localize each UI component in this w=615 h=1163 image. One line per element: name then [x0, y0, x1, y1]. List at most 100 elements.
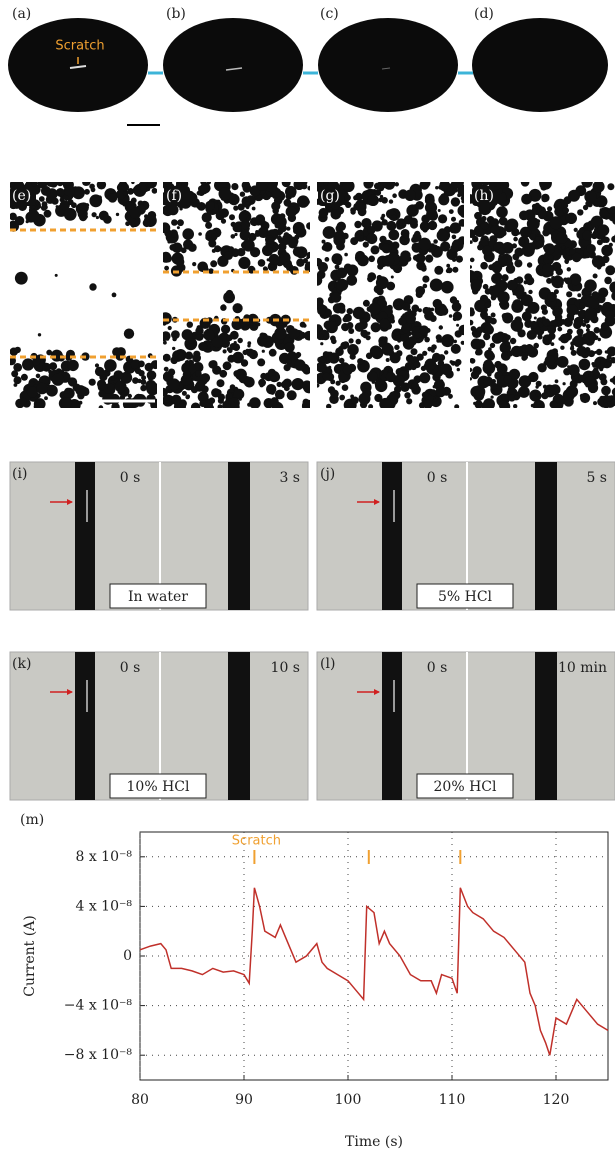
particle: [242, 239, 255, 252]
particle: [477, 215, 482, 220]
particle: [448, 394, 453, 399]
particle: [37, 205, 41, 209]
particle: [92, 212, 97, 217]
particle: [469, 240, 473, 244]
particle: [269, 254, 280, 265]
particle: [260, 333, 266, 339]
particle: [71, 202, 77, 208]
particle: [357, 255, 369, 267]
particle: [578, 375, 585, 382]
particle: [99, 405, 104, 410]
particle: [469, 265, 472, 268]
particle: [131, 223, 136, 228]
particle: [317, 306, 326, 315]
particle: [231, 402, 236, 407]
particle: [428, 221, 437, 230]
particle: [280, 254, 284, 258]
particle: [244, 377, 255, 388]
particle: [571, 386, 574, 389]
x-axis-label: Time (s): [345, 1134, 403, 1150]
particle: [382, 344, 394, 356]
particle: [224, 251, 233, 260]
particle: [205, 235, 210, 240]
particle: [41, 186, 51, 196]
particle: [207, 399, 212, 404]
particle: [164, 396, 171, 403]
particle: [302, 400, 315, 413]
particle: [146, 187, 150, 191]
particle: [183, 371, 191, 379]
y-tick-label: −8 x 10⁻⁸: [64, 1047, 133, 1063]
y-tick-label: −4 x 10⁻⁸: [64, 998, 133, 1014]
particle: [606, 396, 612, 402]
particle: [527, 217, 540, 230]
particle: [510, 338, 516, 344]
particle: [545, 249, 549, 253]
wire: [75, 462, 95, 610]
particle: [536, 240, 544, 248]
particle: [323, 373, 331, 381]
particle: [593, 181, 605, 193]
particle: [423, 307, 430, 314]
particle: [99, 213, 104, 218]
particle: [220, 208, 229, 217]
particle: [440, 364, 452, 376]
particle: [400, 383, 409, 392]
particle: [438, 209, 441, 212]
particle: [392, 193, 397, 198]
particle: [451, 217, 456, 222]
particle: [223, 361, 232, 370]
particle: [27, 387, 38, 398]
page: Scratch 0 s3 sIn water0 s5 s5% HCl0 s10 …: [0, 0, 615, 1163]
particle: [218, 247, 222, 251]
particle: [577, 209, 583, 215]
particle: [496, 206, 508, 218]
particle: [563, 207, 569, 213]
particle: [380, 216, 384, 220]
particle: [438, 214, 447, 223]
panel-label: (c): [320, 6, 339, 22]
wire: [382, 652, 402, 800]
particle: [108, 193, 118, 203]
particle: [494, 272, 503, 281]
particle: [550, 384, 561, 395]
particle: [89, 184, 95, 190]
particle: [208, 240, 216, 248]
particle: [491, 396, 494, 399]
particle: [347, 308, 353, 314]
particle: [185, 360, 190, 365]
particle: [302, 380, 312, 390]
particle: [205, 201, 215, 211]
particle: [331, 293, 341, 303]
particle: [450, 228, 455, 233]
particle: [483, 284, 489, 290]
particle: [122, 183, 130, 191]
particle: [468, 307, 474, 313]
particle: [521, 294, 533, 306]
particle: [533, 400, 545, 412]
particle: [34, 402, 43, 411]
particle: [233, 223, 242, 232]
particle: [89, 283, 96, 290]
particle: [238, 257, 250, 269]
particle: [584, 191, 596, 203]
particle: [412, 243, 416, 247]
particle: [233, 370, 240, 377]
particle: [533, 343, 539, 349]
droplet: [318, 18, 458, 112]
time-label: 10 min: [558, 660, 607, 676]
particle: [471, 326, 476, 331]
particle: [396, 350, 402, 356]
particle: [437, 230, 449, 242]
particle: [530, 321, 538, 329]
particle: [188, 243, 197, 252]
particle: [363, 242, 369, 248]
particle: [307, 186, 312, 191]
particle: [353, 195, 358, 200]
particle: [243, 184, 251, 192]
particle: [260, 383, 264, 387]
particle: [323, 226, 336, 239]
particle: [514, 259, 522, 267]
particle: [131, 198, 137, 204]
particle: [494, 361, 502, 369]
